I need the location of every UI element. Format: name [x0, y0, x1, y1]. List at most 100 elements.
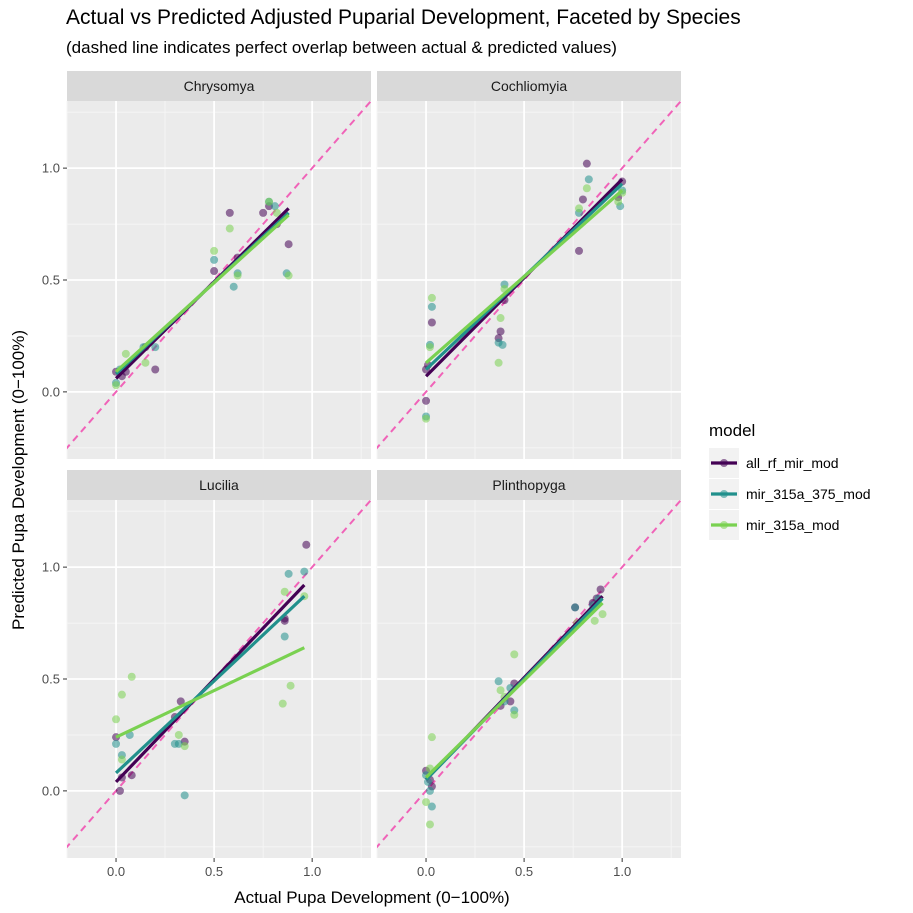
- data-point: [286, 681, 295, 690]
- panel-plot-area: [377, 101, 681, 450]
- y-tick-label: 1.0: [42, 161, 60, 176]
- legend-label: all_rf_mir_mod: [746, 455, 839, 471]
- facet-strip-label: Cochliomyia: [491, 78, 567, 94]
- facet-cochliomyia: Cochliomyia: [376, 71, 681, 459]
- data-point: [510, 710, 519, 719]
- legend-point: [720, 521, 728, 529]
- data-point: [141, 358, 150, 367]
- data-point: [496, 314, 505, 323]
- data-point: [180, 742, 189, 751]
- chart-title: Actual vs Predicted Adjusted Puparial De…: [66, 6, 741, 29]
- legend-label: mir_315a_mod: [746, 517, 839, 533]
- facet-strip: [67, 470, 371, 500]
- data-point: [571, 603, 580, 612]
- panel-plot-area: [377, 500, 681, 849]
- data-point: [496, 327, 505, 336]
- data-point: [180, 791, 189, 800]
- x-tick-label: 0.5: [515, 864, 533, 879]
- data-point: [578, 195, 587, 204]
- data-point: [112, 381, 121, 390]
- legend-item: mir_315a_375_mod: [709, 479, 871, 509]
- panel-plot-area: [67, 101, 371, 450]
- facet-chrysomya: Chrysomya 0.0 0.5 1.0: [42, 71, 371, 459]
- y-axis-title: Predicted Pupa Development (0−100%): [9, 330, 28, 630]
- data-point: [117, 690, 126, 699]
- legend-label: mir_315a_375_mod: [746, 486, 871, 502]
- data-point: [280, 632, 289, 641]
- data-point: [427, 302, 436, 311]
- data-point: [300, 567, 309, 576]
- data-point: [427, 293, 436, 302]
- data-point: [284, 271, 293, 280]
- data-point: [127, 771, 136, 780]
- data-point: [425, 786, 434, 795]
- data-point: [176, 697, 185, 706]
- legend-point: [720, 459, 728, 467]
- data-point: [284, 569, 293, 578]
- y-tick-label: 1.0: [42, 560, 60, 575]
- chart-subtitle: (dashed line indicates perfect overlap b…: [66, 38, 617, 57]
- facet-lucilia: Lucilia 0.0 0.5 1.0 0.0 0.5 1.0: [42, 470, 371, 879]
- data-point: [112, 715, 121, 724]
- legend-point: [720, 490, 728, 498]
- data-point: [302, 540, 311, 549]
- data-point: [590, 616, 599, 625]
- x-tick-label: 1.0: [303, 864, 321, 879]
- data-point: [112, 739, 121, 748]
- x-tick-label: 0.0: [107, 864, 125, 879]
- data-point: [210, 267, 219, 276]
- data-point: [425, 343, 434, 352]
- data-point: [596, 585, 605, 594]
- fit-line-mir_315a_mod: [115, 646, 306, 739]
- facet-strip-label: Lucilia: [199, 477, 239, 493]
- data-point: [422, 396, 431, 405]
- data-point: [151, 343, 160, 352]
- facet-strip-label: Chrysomya: [184, 78, 255, 94]
- data-point: [225, 208, 234, 217]
- data-point: [582, 184, 591, 193]
- fit-line-mir_315a_mod: [114, 213, 290, 373]
- facet-panels: Chrysomya 0.0 0.5 1.0 Cochliomyia Lucilia 0.0 0…: [42, 71, 681, 879]
- data-point: [127, 672, 136, 681]
- data-point: [270, 202, 279, 211]
- data-point: [427, 318, 436, 327]
- reference-line: [67, 101, 371, 450]
- data-point: [598, 610, 607, 619]
- legend-item: mir_315a_mod: [709, 510, 839, 540]
- data-point: [280, 587, 289, 596]
- data-point: [425, 820, 434, 829]
- fit-line-mir_315a_375_mod: [114, 595, 306, 775]
- x-tick-label: 1.0: [613, 864, 631, 879]
- legend-item: all_rf_mir_mod: [709, 448, 839, 478]
- panel-plot-area: [67, 500, 371, 849]
- facet-strip: [377, 470, 681, 500]
- data-point: [280, 616, 289, 625]
- data-point: [423, 777, 432, 786]
- data-point: [278, 699, 287, 708]
- data-point: [115, 786, 124, 795]
- data-point: [575, 204, 584, 213]
- data-point: [151, 365, 160, 374]
- data-point: [422, 798, 431, 807]
- data-point: [233, 271, 242, 280]
- facet-strip: [67, 71, 371, 101]
- data-point: [614, 197, 623, 206]
- data-point: [575, 246, 584, 255]
- data-point: [582, 159, 591, 168]
- facet-strip-label: Plinthopyga: [492, 477, 565, 493]
- data-point: [210, 255, 219, 264]
- facet-plinthopyga: Plinthopyga 0.0 0.5 1.0: [376, 470, 681, 879]
- fit-line-mir_315a_mod: [424, 601, 604, 779]
- data-point: [259, 208, 268, 217]
- x-tick-label: 0.0: [417, 864, 435, 879]
- data-point: [229, 282, 238, 291]
- y-tick-label: 0.0: [42, 783, 60, 798]
- fit-line-mir_315a_mod: [424, 189, 624, 364]
- y-tick-label: 0.5: [42, 672, 60, 687]
- data-point: [510, 650, 519, 659]
- data-point: [121, 349, 130, 358]
- data-point: [494, 677, 503, 686]
- x-axis-title: Actual Pupa Development (0−100%): [234, 888, 509, 907]
- data-point: [584, 175, 593, 184]
